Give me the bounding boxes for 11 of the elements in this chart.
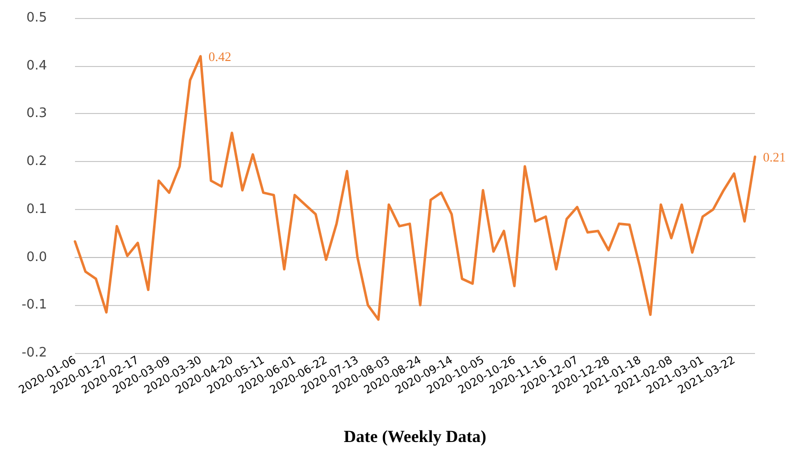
- data-label: 0.42: [208, 48, 232, 64]
- y-tick-label: 0.3: [26, 106, 47, 122]
- y-tick-label: -0.2: [22, 346, 47, 360]
- y-tick-label: 0.1: [26, 202, 47, 217]
- y-tick-label: 0.5: [26, 10, 47, 26]
- x-axis-title: Date (Weekly Data): [344, 427, 486, 446]
- y-tick-label: -0.1: [22, 298, 47, 313]
- y-tick-label: 0.2: [26, 154, 47, 170]
- data-label: 0.21: [763, 149, 786, 164]
- y-tick-label: 0.0: [26, 250, 47, 265]
- y-tick-label: 0.4: [26, 58, 47, 74]
